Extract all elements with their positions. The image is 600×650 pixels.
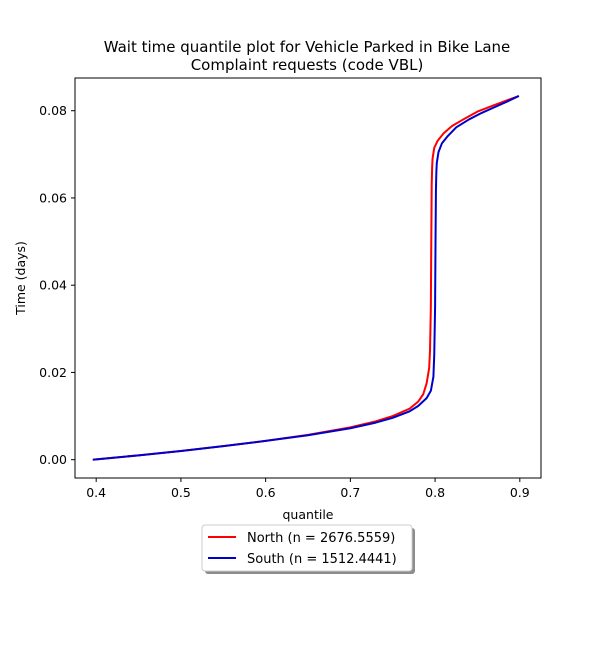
chart-title-line-2: Complaint requests (code VBL) — [191, 56, 424, 74]
x-tick-label: 0.8 — [425, 485, 445, 500]
plot-frame — [74, 77, 542, 479]
x-tick-label: 0.9 — [510, 485, 530, 500]
y-tick-label: 0.04 — [39, 278, 67, 293]
x-tick-label: 0.4 — [86, 485, 106, 500]
chart-title-line-1: Wait time quantile plot for Vehicle Park… — [104, 38, 511, 56]
x-tick-label: 0.7 — [340, 485, 360, 500]
x-tick-label: 0.5 — [171, 485, 191, 500]
x-axis-label: quantile — [283, 507, 334, 522]
y-tick-label: 0.06 — [39, 190, 67, 205]
x-axis-ticks: 0.4 0.5 0.6 0.7 0.8 0.9 — [86, 478, 530, 500]
y-tick-label: 0.08 — [39, 103, 67, 118]
y-tick-label: 0.02 — [39, 365, 67, 380]
y-tick-label: 0.00 — [39, 452, 67, 467]
plot-lines — [92, 95, 520, 461]
legend-label-south: South (n = 1512.4441) — [247, 552, 397, 567]
series-line-north — [92, 95, 520, 461]
x-tick-label: 0.6 — [256, 485, 276, 500]
series-line-south — [92, 95, 520, 461]
y-axis-label: Time (days) — [13, 241, 28, 316]
legend-label-north: North (n = 2676.5559) — [247, 531, 395, 546]
legend: North (n = 2676.5559) South (n = 1512.44… — [201, 524, 415, 574]
legend-box — [201, 524, 413, 572]
y-axis-ticks: 0.00 0.02 0.04 0.06 0.08 — [39, 103, 75, 467]
